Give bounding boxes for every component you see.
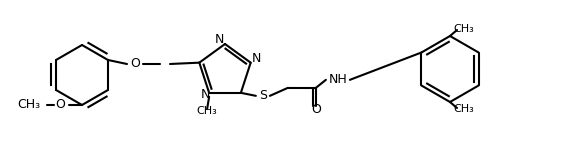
Text: CH₃: CH₃ [453, 104, 474, 114]
Text: O: O [55, 98, 65, 111]
Text: NH: NH [328, 73, 347, 86]
Text: CH₃: CH₃ [453, 24, 474, 34]
Text: N: N [214, 34, 224, 47]
Text: O: O [311, 103, 321, 116]
Text: O: O [130, 58, 140, 71]
Text: S: S [259, 89, 267, 102]
Text: N: N [252, 52, 261, 65]
Text: N: N [200, 88, 210, 101]
Text: CH₃: CH₃ [197, 106, 218, 116]
Text: CH₃: CH₃ [17, 98, 40, 111]
